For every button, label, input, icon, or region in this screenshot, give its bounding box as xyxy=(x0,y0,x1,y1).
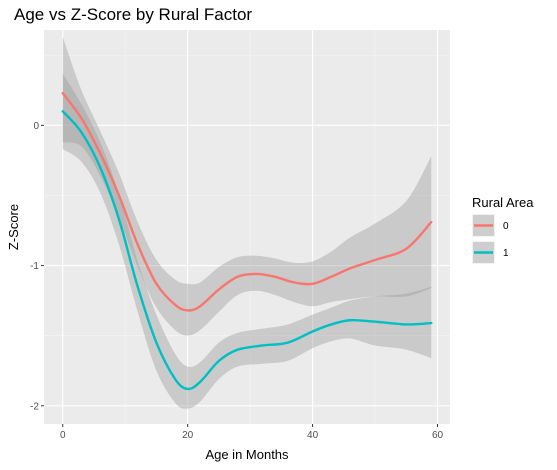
series-line-1 xyxy=(61,110,433,391)
x-tick-label: 20 xyxy=(182,430,194,441)
major-gridlines xyxy=(44,30,450,424)
legend-title: Rural Area xyxy=(472,195,534,210)
x-axis-title: Age in Months xyxy=(205,447,289,462)
y-tick-label: -2 xyxy=(30,401,39,412)
confidence-bands xyxy=(62,37,432,409)
y-axis-title: Z-Score xyxy=(6,204,21,250)
series-line-0 xyxy=(61,91,433,312)
series-lines xyxy=(61,91,433,391)
x-axis-ticks: 0 20 40 60 xyxy=(60,424,444,441)
y-axis-ticks: 0 -1 -2 xyxy=(30,121,44,412)
plot-panel xyxy=(44,30,450,424)
y-tick-label: 0 xyxy=(33,121,39,132)
x-tick-label: 60 xyxy=(432,430,444,441)
legend-label-1: 1 xyxy=(503,248,509,259)
x-tick-label: 0 xyxy=(60,430,66,441)
legend-label-0: 0 xyxy=(503,221,509,232)
legend: Rural Area 0 1 xyxy=(472,195,534,264)
confidence-band-1 xyxy=(62,73,432,409)
confidence-band-0 xyxy=(62,37,432,336)
y-tick-label: -1 xyxy=(30,261,39,272)
x-tick-label: 40 xyxy=(307,430,319,441)
minor-gridlines xyxy=(44,30,450,424)
chart-title: Age vs Z-Score by Rural Factor xyxy=(14,5,252,24)
